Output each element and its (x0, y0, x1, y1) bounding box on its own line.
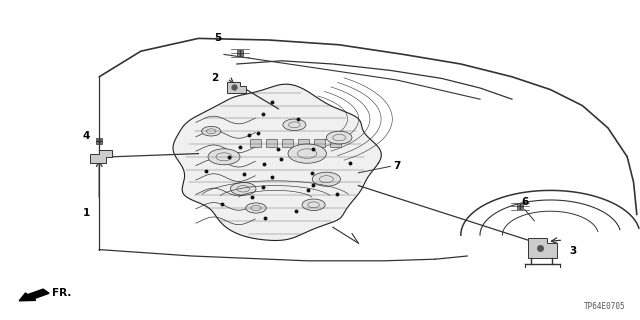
Polygon shape (227, 82, 246, 93)
Text: TP64E0705: TP64E0705 (584, 302, 626, 311)
Text: FR.: FR. (52, 288, 72, 299)
Circle shape (202, 126, 221, 136)
Text: 1: 1 (83, 208, 90, 218)
Circle shape (208, 149, 240, 165)
Polygon shape (528, 238, 557, 258)
Text: 7: 7 (393, 161, 401, 172)
Text: 2: 2 (211, 73, 218, 84)
Circle shape (302, 199, 325, 211)
Circle shape (312, 172, 340, 186)
Polygon shape (90, 150, 112, 163)
Circle shape (326, 131, 352, 144)
Polygon shape (173, 84, 381, 240)
Circle shape (283, 119, 306, 131)
Circle shape (246, 203, 266, 213)
Text: 5: 5 (214, 33, 221, 44)
Bar (250, 139, 261, 147)
Bar (298, 139, 309, 147)
Text: 6: 6 (521, 196, 529, 207)
Bar (314, 139, 325, 147)
Bar (330, 139, 341, 147)
Circle shape (230, 182, 256, 195)
Bar (266, 139, 277, 147)
Circle shape (288, 144, 326, 163)
Text: 4: 4 (83, 131, 90, 141)
FancyArrow shape (19, 289, 49, 301)
Text: 3: 3 (569, 246, 577, 256)
Bar (282, 139, 293, 147)
